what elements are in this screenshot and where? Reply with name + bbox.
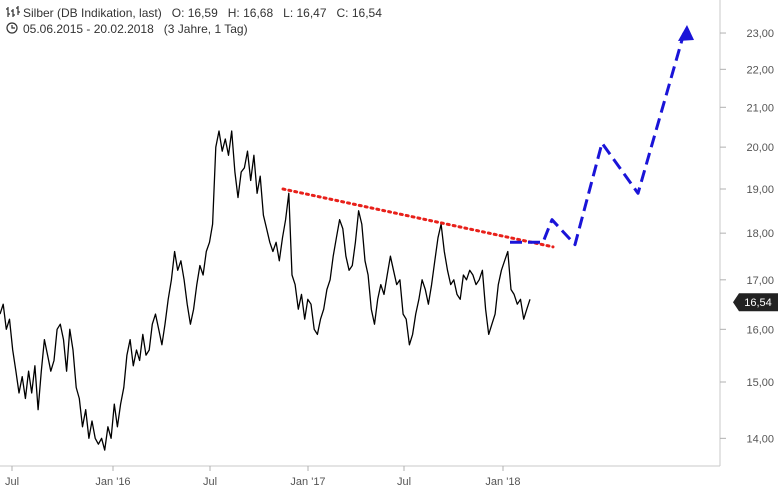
low-value: L: 16,47	[283, 6, 327, 20]
resistance-trendline	[281, 187, 555, 249]
y-tick-label: 15,00	[746, 377, 774, 389]
date-range: 05.06.2015 - 20.02.2018	[23, 22, 154, 36]
x-tick-label: Jan '16	[95, 476, 130, 488]
y-tick-label: 21,00	[746, 102, 774, 114]
y-tick-label: 17,00	[746, 275, 774, 287]
range-header: 05.06.2015 - 20.02.2018 (3 Jahre, 1 Tag)	[6, 22, 248, 36]
instrument-name: Silber (DB Indikation, last)	[23, 6, 162, 20]
x-tick-label: Jul	[203, 476, 217, 488]
y-tick-label: 20,00	[746, 142, 774, 154]
last-value-label: 16,54	[744, 297, 772, 309]
x-tick-label: Jul	[397, 476, 411, 488]
y-tick-label: 19,00	[746, 184, 774, 196]
projection-arrowhead	[678, 25, 694, 41]
projection-line	[510, 32, 686, 247]
last-value-tag	[733, 293, 778, 312]
price-series-line	[0, 130, 531, 451]
y-tick-label: 22,00	[746, 64, 774, 76]
period-label: (3 Jahre, 1 Tag)	[163, 22, 248, 36]
x-tick-label: Jan '18	[485, 476, 520, 488]
x-tick-label: Jan '17	[290, 476, 325, 488]
high-value: H: 16,68	[227, 6, 274, 20]
open-value: O: 16,59	[171, 6, 218, 20]
close-value: C: 16,54	[336, 6, 382, 20]
y-tick-label: 16,00	[746, 324, 774, 336]
clock-icon	[6, 22, 18, 34]
ohlc-bars-icon	[6, 6, 20, 17]
y-tick-label: 14,00	[746, 433, 774, 445]
instrument-header: Silber (DB Indikation, last) O: 16,59 H: 1…	[6, 6, 382, 20]
y-tick-label: 18,00	[746, 228, 774, 240]
y-tick-label: 23,00	[746, 28, 774, 40]
x-tick-label: Jul	[5, 476, 19, 488]
